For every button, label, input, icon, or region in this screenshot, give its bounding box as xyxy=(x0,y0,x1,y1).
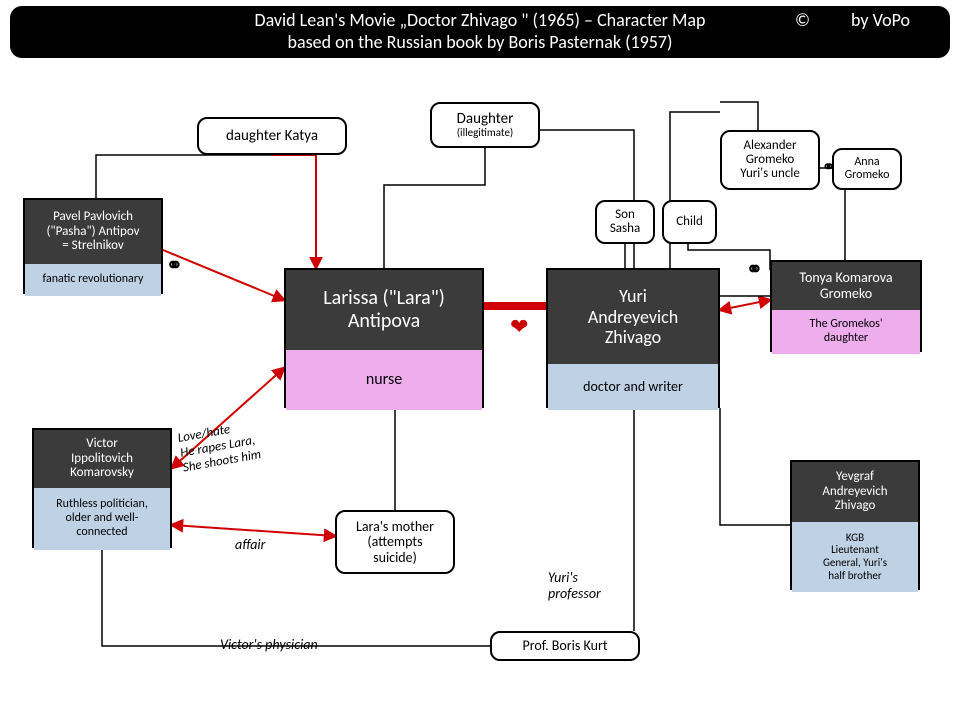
marriage-ring-icon: ⚭ xyxy=(746,260,763,280)
card-pasha: Pavel Pavlovich ("Pasha") Antipov = Stre… xyxy=(23,198,163,294)
label-lovehate: Love/hate He rapes Lara, She shoots him xyxy=(177,418,263,476)
node-katya: daughter Katya xyxy=(197,117,347,155)
author: by VoPo xyxy=(851,10,910,32)
card-yuri-head: Yuri Andreyevich Zhivago xyxy=(548,270,718,364)
marriage-ring-icon: ⚭ xyxy=(166,256,183,276)
label-yuri_prof: Yuri's professor xyxy=(548,570,601,602)
node-lara_mother: Lara's mother (attempts suicide) xyxy=(335,510,455,574)
card-lara: Larissa ("Lara") Antipovanurse xyxy=(284,268,484,408)
card-pasha-head: Pavel Pavlovich ("Pasha") Antipov = Stre… xyxy=(25,200,161,264)
card-lara-head: Larissa ("Lara") Antipova xyxy=(286,270,482,350)
copyright-icon: © xyxy=(795,10,810,32)
card-victor: Victor Ippolitovich KomarovskyRuthless p… xyxy=(32,428,172,548)
node-child: Child xyxy=(662,200,717,244)
card-lara-sub: nurse xyxy=(286,350,482,410)
node-alexander: Alexander Gromeko Yuri's uncle xyxy=(720,130,820,190)
card-yevgraf: Yevgraf Andreyevich ZhivagoKGB Lieutenan… xyxy=(790,460,920,590)
card-yuri-sub: doctor and writer xyxy=(548,364,718,410)
title-line2: based on the Russian book by Boris Paste… xyxy=(10,32,950,54)
card-victor-head: Victor Ippolitovich Komarovsky xyxy=(34,430,170,488)
node-anna: Anna Gromeko xyxy=(832,148,902,190)
node-prof_kurt: Prof. Boris Kurt xyxy=(490,631,640,661)
node-daughter_ill: Daughter(illegitimate) xyxy=(430,102,540,148)
card-yevgraf-head: Yevgraf Andreyevich Zhivago xyxy=(792,462,918,522)
marriage-ring-icon: ⚭ xyxy=(822,160,835,176)
node-sasha: Son Sasha xyxy=(595,200,655,244)
label-affair: affair xyxy=(235,537,265,553)
card-tonya-head: Tonya Komarova Gromeko xyxy=(772,262,920,310)
card-yevgraf-sub: KGB Lieutenant General, Yuri's half brot… xyxy=(792,522,918,592)
heart-icon: ❤ xyxy=(510,316,528,338)
label-victor_phys: Victor's physician xyxy=(220,637,318,653)
card-yuri: Yuri Andreyevich Zhivagodoctor and write… xyxy=(546,268,720,408)
card-victor-sub: Ruthless politician, older and well- con… xyxy=(34,488,170,550)
card-pasha-sub: fanatic revolutionary xyxy=(25,264,161,296)
card-tonya: Tonya Komarova GromekoThe Gromekos' daug… xyxy=(770,260,922,352)
title-bar: David Lean's Movie „Doctor Zhivago " (19… xyxy=(10,6,950,58)
card-tonya-sub: The Gromekos' daughter xyxy=(772,310,920,354)
